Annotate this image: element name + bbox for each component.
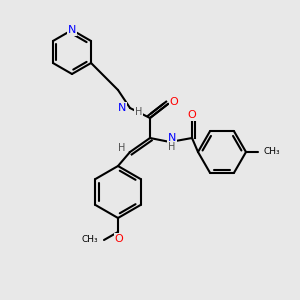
Text: H: H xyxy=(118,143,126,153)
Text: O: O xyxy=(169,97,178,107)
Text: N: N xyxy=(118,103,126,113)
Text: N: N xyxy=(168,133,176,143)
Text: H: H xyxy=(135,107,142,117)
Text: O: O xyxy=(188,110,196,120)
Text: CH₃: CH₃ xyxy=(81,236,98,244)
Text: H: H xyxy=(168,142,176,152)
Text: O: O xyxy=(115,234,123,244)
Text: CH₃: CH₃ xyxy=(263,148,280,157)
Text: N: N xyxy=(68,25,76,35)
